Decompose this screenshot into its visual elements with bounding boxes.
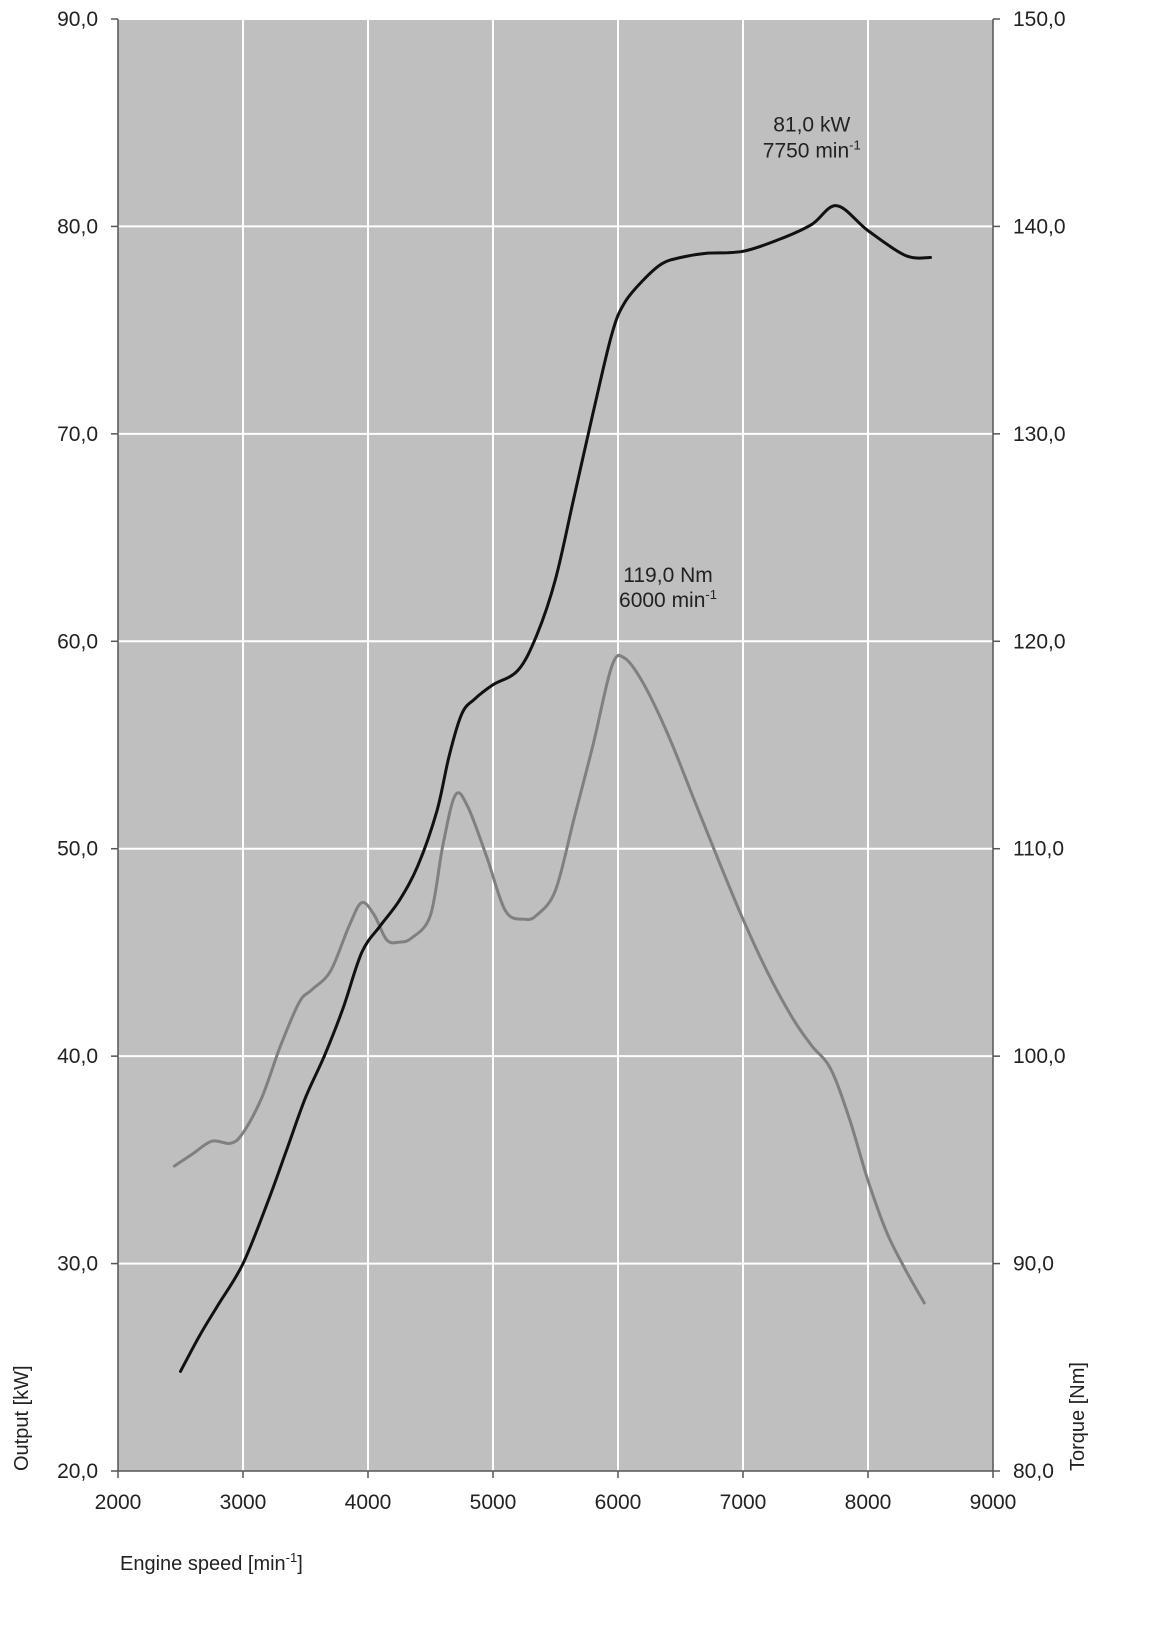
y-tick-label: 20,0 xyxy=(57,1460,98,1483)
annotation-peak-speed: 7750 min-1 xyxy=(763,138,861,163)
x-axis-title: Engine speed [min-1] xyxy=(120,1550,303,1575)
annotation-peak-speed: 6000 min-1 xyxy=(619,587,717,612)
x-axis-title-sup: -1 xyxy=(286,1550,298,1565)
series-lines xyxy=(172,204,932,1373)
axes: 2000 3000 4000 5000 6000 7000 8000 9000 20,0 30,0… xyxy=(57,8,1065,1514)
plot-background xyxy=(118,19,993,1471)
y2-tick-label: 100,0 xyxy=(1013,1045,1066,1068)
annotation-peak-value: 119,0 Nm xyxy=(623,564,713,587)
y-axis-title-output: Output [kW] xyxy=(11,1365,33,1471)
annotation-speed-text: 6000 min xyxy=(619,589,705,612)
y-tick-label: 30,0 xyxy=(57,1253,98,1276)
x-tick-label: 4000 xyxy=(345,1491,392,1514)
torque-series-line xyxy=(172,653,926,1305)
y2-tick-label: 80,0 xyxy=(1013,1460,1054,1483)
x-tick-label: 7000 xyxy=(720,1491,767,1514)
annotation-speed-text: 7750 min xyxy=(763,140,849,163)
y2-tick-label: 120,0 xyxy=(1013,630,1066,653)
x-tick-label: 2000 xyxy=(95,1491,142,1514)
y-tick-label: 70,0 xyxy=(57,423,98,446)
grid-lines xyxy=(118,18,993,1471)
output-series-line xyxy=(179,204,932,1373)
y2-tick-label: 110,0 xyxy=(1013,838,1064,861)
x-tick-label: 9000 xyxy=(970,1491,1017,1514)
y-tick-label: 90,0 xyxy=(57,8,98,31)
x-tick-label: 8000 xyxy=(845,1491,892,1514)
annotation-peak-value: 81,0 kW xyxy=(773,114,850,137)
x-axis-title-suffix: ] xyxy=(297,1553,303,1575)
y-tick-label: 60,0 xyxy=(57,630,98,653)
x-tick-label: 6000 xyxy=(595,1491,642,1514)
y-tick-label: 40,0 xyxy=(57,1045,98,1068)
y2-tick-label: 150,0 xyxy=(1013,8,1066,31)
y2-tick-label: 90,0 xyxy=(1013,1253,1054,1276)
y-tick-label: 50,0 xyxy=(57,838,98,861)
x-tick-label: 5000 xyxy=(470,1491,517,1514)
y-tick-label: 80,0 xyxy=(57,215,98,238)
y2-tick-label: 130,0 xyxy=(1013,423,1066,446)
y2-axis-title-torque: Torque [Nm] xyxy=(1067,1362,1089,1471)
x-tick-label: 3000 xyxy=(220,1491,267,1514)
annotation-speed-sup: -1 xyxy=(849,138,861,153)
x-axis-title-main: Engine speed [min xyxy=(120,1553,286,1575)
y2-tick-label: 140,0 xyxy=(1013,215,1066,238)
annotation-speed-sup: -1 xyxy=(705,587,717,602)
